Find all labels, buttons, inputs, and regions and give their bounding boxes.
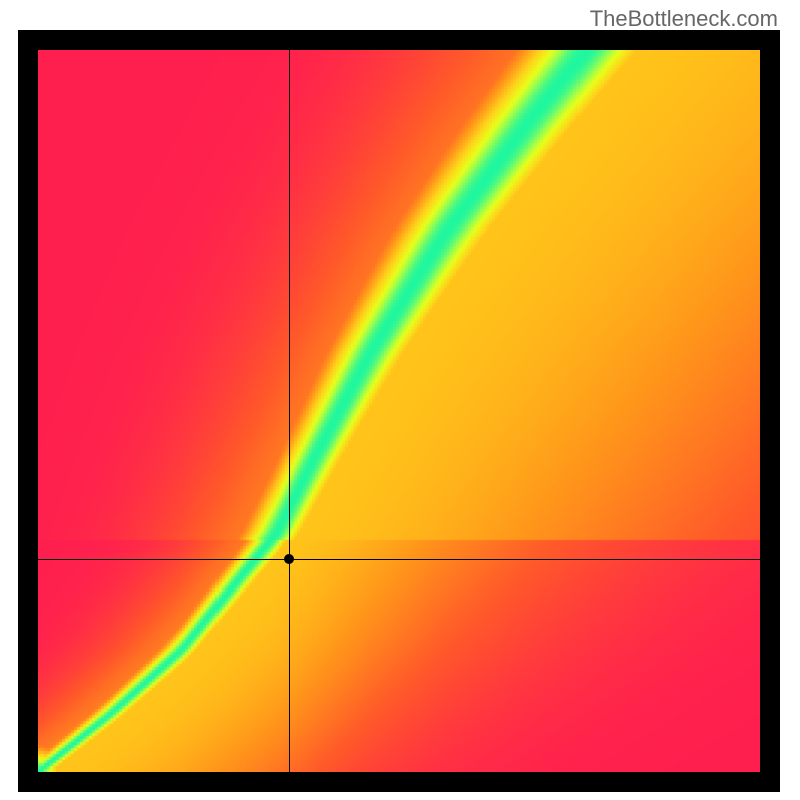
crosshair-horizontal [38,559,760,560]
chart-frame [18,30,780,792]
marker-dot [284,554,294,564]
heatmap-canvas [38,50,760,772]
watermark-text: TheBottleneck.com [590,6,778,32]
crosshair-vertical [289,50,290,772]
plot-area [38,50,760,772]
chart-container: TheBottleneck.com [0,0,800,800]
